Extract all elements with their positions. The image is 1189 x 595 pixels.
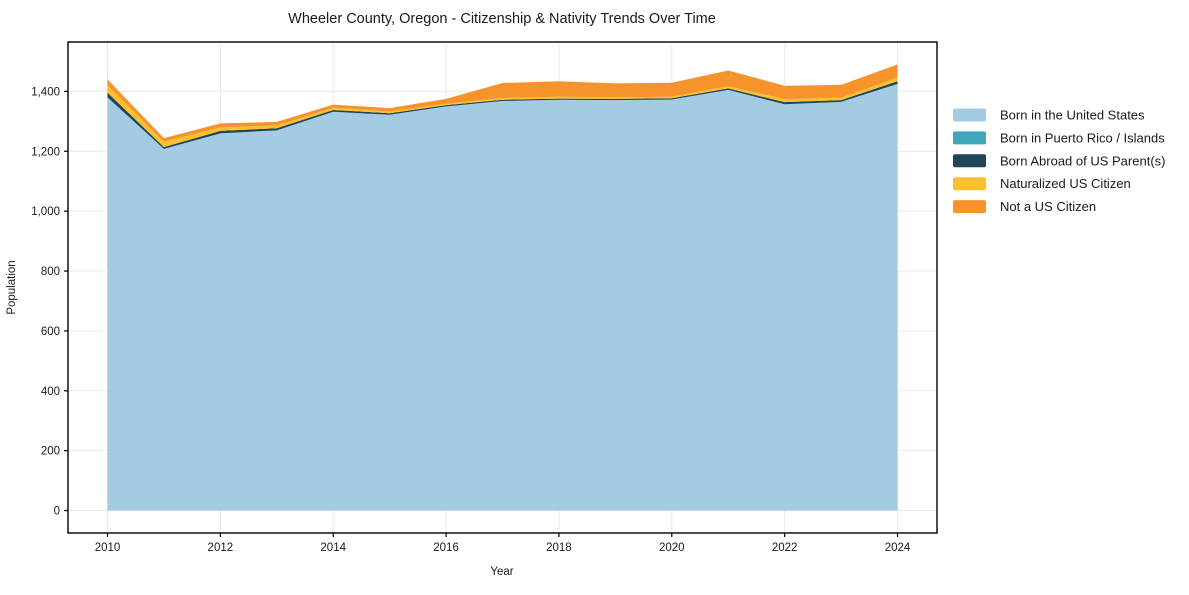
x-tick-label: 2018 [546, 542, 572, 554]
legend-label: Naturalized US Citizen [1000, 176, 1131, 191]
y-tick-label: 800 [41, 266, 60, 278]
legend-label: Born in the United States [1000, 108, 1145, 123]
legend-item-born-in-the-united-states: Born in the United States [953, 108, 1145, 123]
legend-swatch-born-abroad-of-us-parent-s [953, 154, 986, 168]
stacked-areas [107, 64, 898, 511]
legend-item-not-a-us-citizen: Not a US Citizen [953, 199, 1096, 214]
x-axis-label: Year [490, 566, 513, 578]
x-tick-label: 2022 [772, 542, 798, 554]
x-tick-label: 2012 [208, 542, 234, 554]
axes: 0 200 400 600 800 1,000 1,200 1,400 2010 2012 2014… [31, 86, 911, 554]
x-tick-label: 2024 [885, 542, 911, 554]
legend: Born in the United States Born in Puerto … [953, 108, 1165, 214]
area-naturalized-us-citizen [107, 77, 898, 148]
chart-title: Wheeler County, Oregon - Citizenship & N… [288, 11, 716, 27]
legend-item-born-in-puerto-rico-islands: Born in Puerto Rico / Islands [953, 130, 1165, 145]
legend-swatch-born-in-puerto-rico-islands [953, 131, 986, 145]
y-tick-label: 600 [41, 326, 60, 338]
legend-label: Not a US Citizen [1000, 199, 1096, 214]
legend-item-naturalized-us-citizen: Naturalized US Citizen [953, 176, 1131, 191]
legend-label: Born in Puerto Rico / Islands [1000, 130, 1165, 145]
legend-swatch-born-in-the-united-states [953, 108, 986, 122]
y-tick-label: 1,200 [31, 146, 60, 158]
x-tick-label: 2014 [320, 542, 346, 554]
x-tick-label: 2010 [95, 542, 121, 554]
y-tick-label: 0 [54, 506, 60, 518]
y-tick-label: 200 [41, 446, 60, 458]
legend-item-born-abroad-of-us-parent-s: Born Abroad of US Parent(s) [953, 153, 1165, 168]
area-born-in-the-united-states [107, 83, 898, 511]
legend-swatch-naturalized-us-citizen [953, 177, 986, 191]
y-tick-label: 1,000 [31, 206, 60, 218]
x-tick-label: 2020 [659, 542, 685, 554]
y-tick-label: 400 [41, 386, 60, 398]
legend-swatch-not-a-us-citizen [953, 200, 986, 214]
legend-label: Born Abroad of US Parent(s) [1000, 153, 1165, 168]
x-tick-label: 2016 [433, 542, 459, 554]
area-born-abroad-of-us-parent-s [107, 81, 898, 149]
y-axis-label: Population [6, 260, 18, 314]
y-tick-label: 1,400 [31, 86, 60, 98]
area-not-a-us-citizen [107, 64, 898, 142]
plot-border [67, 41, 938, 534]
